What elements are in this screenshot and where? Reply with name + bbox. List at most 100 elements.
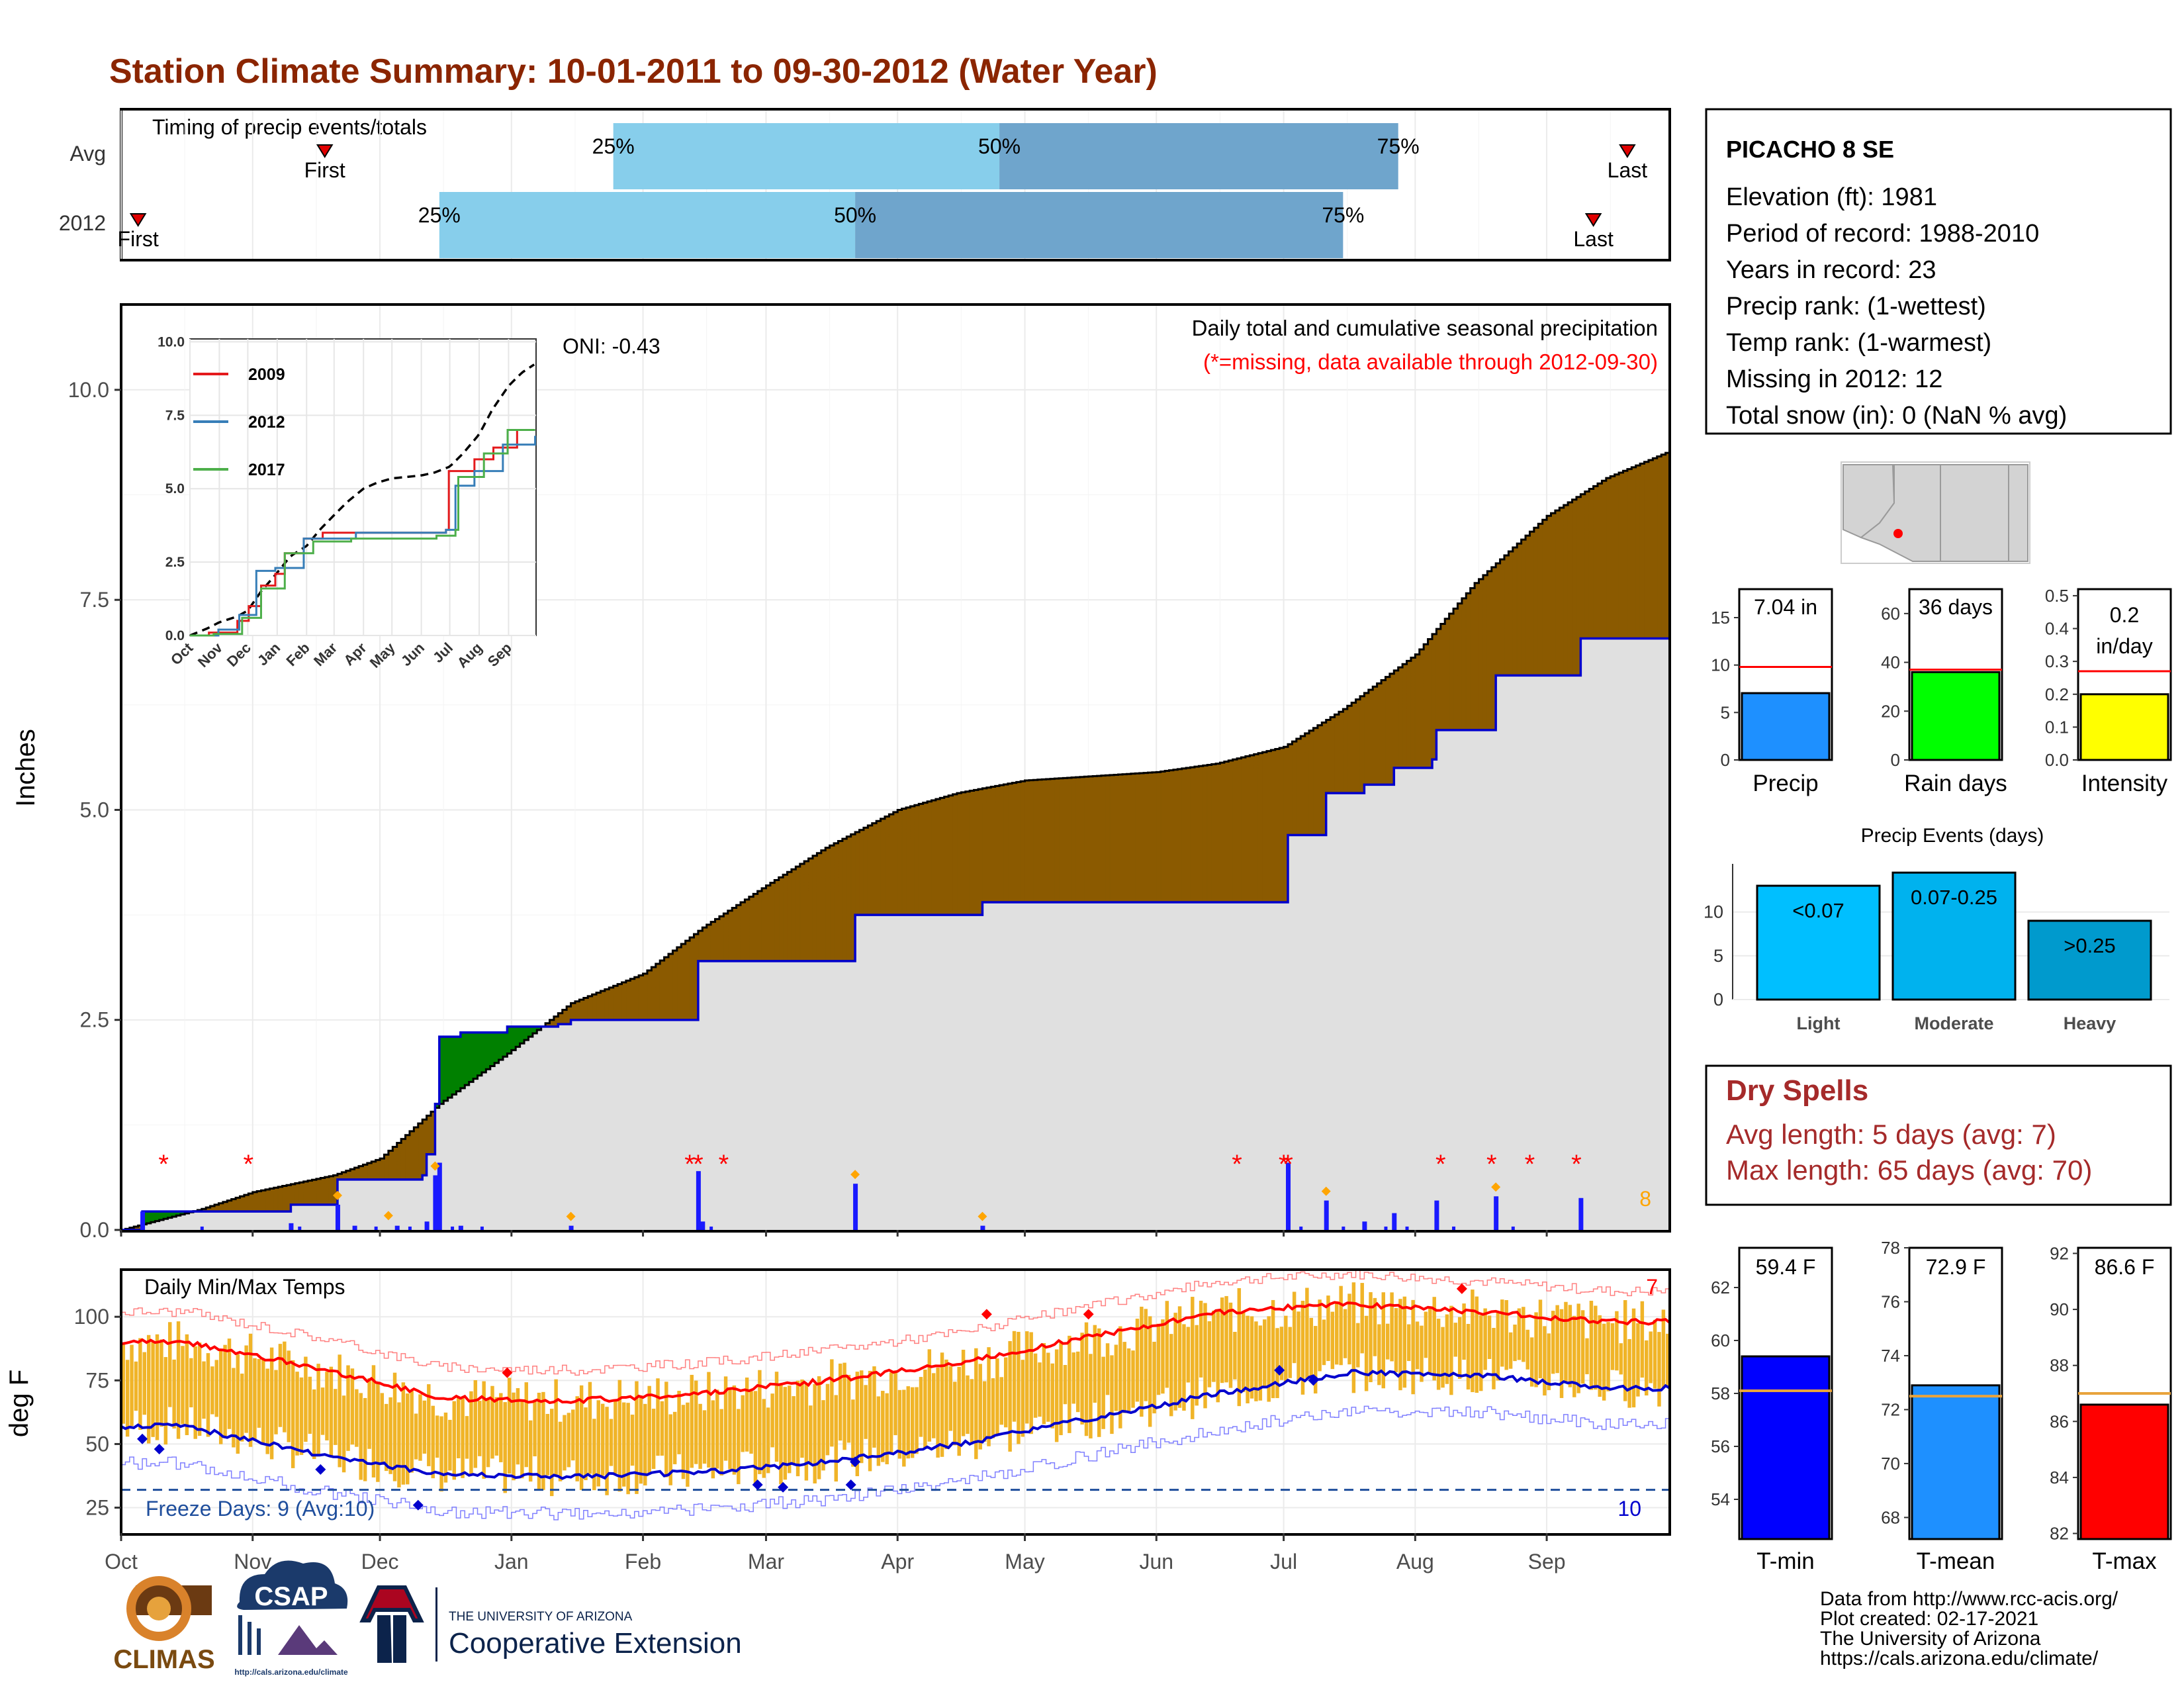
daily-temp-bar: [431, 1405, 435, 1479]
daily-temp-bar: [1110, 1355, 1114, 1434]
daily-temp-bar: [1649, 1331, 1653, 1383]
daily-temp-bar: [651, 1409, 656, 1470]
daily-temp-bar: [719, 1409, 723, 1476]
daily-temp-bar: [1543, 1326, 1547, 1396]
timing-label-25: 25%: [418, 203, 461, 227]
daily-temp-bar: [503, 1402, 507, 1493]
daily-temp-bar: [681, 1405, 686, 1479]
daily-temp-bar: [1258, 1325, 1263, 1401]
daily-temp-bar: [575, 1396, 579, 1481]
inset-y-tick-label: 7.5: [165, 408, 185, 423]
daily-temp-bar: [711, 1400, 715, 1479]
daily-temp-bar: [915, 1387, 919, 1454]
daily-temp-bar: [1305, 1288, 1309, 1379]
timing-last-marker: [1619, 144, 1636, 158]
daily-temp-bar: [1042, 1343, 1046, 1425]
daily-temp-bar: [1610, 1323, 1615, 1370]
daily-temp-bar: [227, 1338, 232, 1429]
daily-precip-bar: [335, 1204, 340, 1230]
trace-precip-bar: [200, 1226, 204, 1230]
daily-temp-bar: [817, 1376, 821, 1479]
temp-panel-value-label: 59.4 F: [1756, 1255, 1816, 1279]
record-high-marker: [502, 1367, 513, 1378]
daily-temp-bar: [1377, 1324, 1381, 1385]
daily-temp-bar: [214, 1360, 218, 1417]
daily-precip-bar: [1578, 1197, 1584, 1230]
daily-temp-bar: [779, 1383, 783, 1485]
daily-temp-bar: [189, 1358, 193, 1408]
daily-temp-bar: [1068, 1335, 1071, 1433]
footer-line-1: Data from http://www.rcc-acis.org/: [1820, 1588, 2118, 1610]
daily-temp-bar: [371, 1365, 376, 1477]
daily-temp-bar: [906, 1386, 910, 1459]
daily-temp-bar: [1457, 1317, 1462, 1379]
precip-y-axis: 0.0 2.5 5.0 7.5 10.0: [68, 378, 1548, 1242]
timing-last-label: Last: [1573, 227, 1614, 251]
daily-temp-bar: [448, 1419, 452, 1471]
daily-temp-bar: [923, 1369, 927, 1449]
ua-a-mark: [359, 1585, 424, 1622]
events-bar: [2027, 919, 2152, 1001]
daily-temp-bar: [388, 1397, 392, 1474]
daily-temp-bar: [991, 1378, 995, 1438]
temp-y-tick-label: 50: [85, 1432, 109, 1456]
daily-temp-bar: [910, 1387, 915, 1458]
daily-temp-bar: [626, 1403, 630, 1495]
daily-temp-bar: [825, 1383, 830, 1456]
precip-record-marker: [1321, 1186, 1331, 1196]
daily-temp-bar: [1075, 1351, 1080, 1413]
daily-precip-bar: [433, 1175, 438, 1230]
daily-temp-bar: [197, 1342, 202, 1436]
daily-temp-bar: [418, 1394, 422, 1461]
events-bar: [1756, 884, 1881, 1001]
map-state-texas: [2008, 464, 2028, 562]
daily-temp-bar: [1292, 1291, 1297, 1364]
daily-temp-bar: [414, 1413, 418, 1460]
events-tick-label: 5: [1713, 946, 1723, 966]
footer-line-3: The University of Arizona: [1820, 1628, 2041, 1650]
daily-temp-bar: [1131, 1350, 1135, 1408]
timing-label-50: 50%: [978, 134, 1021, 158]
daily-temp-bar: [788, 1385, 792, 1474]
timing-label-75: 75%: [1322, 203, 1364, 227]
daily-temp-bar: [855, 1372, 860, 1477]
freeze-days-text: Freeze Days: 9 (Avg:10): [146, 1497, 375, 1521]
temp-panel-tick-label: 88: [2050, 1356, 2069, 1376]
daily-precip-bar: [1324, 1200, 1329, 1230]
inset-y-tick-label: 10.0: [158, 334, 185, 350]
ua-small-text: THE UNIVERSITY OF ARIZONA: [449, 1610, 633, 1624]
daily-temp-bar: [1033, 1353, 1038, 1418]
daily-temp-bar: [1369, 1292, 1373, 1382]
daily-temp-bar: [617, 1380, 622, 1492]
daily-temp-bar: [341, 1395, 346, 1473]
month-label: Jan: [494, 1550, 529, 1573]
timing-label-75: 75%: [1377, 134, 1420, 158]
dry-spells-avg: Avg length: 5 days (avg: 7): [1726, 1119, 2056, 1150]
daily-temp-bar: [897, 1389, 902, 1459]
panel-tick-label: 15: [1711, 608, 1730, 628]
temp-y-label: deg F: [5, 1370, 34, 1437]
daily-temp-bar: [287, 1350, 291, 1442]
daily-temp-bar: [1250, 1316, 1254, 1399]
daily-temp-bar: [1122, 1342, 1126, 1413]
daily-temp-bar: [1038, 1362, 1042, 1417]
station-years: Years in record: 23: [1726, 256, 1936, 284]
daily-temp-bar: [1666, 1333, 1670, 1387]
daily-temp-bar: [745, 1378, 749, 1452]
daily-temp-bar: [193, 1346, 197, 1439]
daily-precip-bar: [437, 1162, 442, 1230]
daily-temp-bar: [1390, 1292, 1394, 1362]
daily-temp-bar: [1080, 1333, 1084, 1425]
daily-temp-bar: [1615, 1311, 1619, 1371]
daily-temp-bar: [635, 1381, 639, 1494]
daily-temp-bar: [1021, 1360, 1025, 1437]
daily-temp-bar: [851, 1399, 855, 1467]
temp-panel-name: T-mean: [1917, 1548, 1995, 1574]
daily-temp-bar: [1602, 1323, 1606, 1401]
daily-temp-bar: [732, 1385, 737, 1475]
daily-temp-bar: [753, 1391, 758, 1485]
daily-temp-bar: [406, 1393, 410, 1485]
dry-spells-frame: [1705, 1064, 2172, 1206]
daily-temp-bar: [1555, 1305, 1559, 1374]
record-high-marker: [1083, 1309, 1094, 1320]
